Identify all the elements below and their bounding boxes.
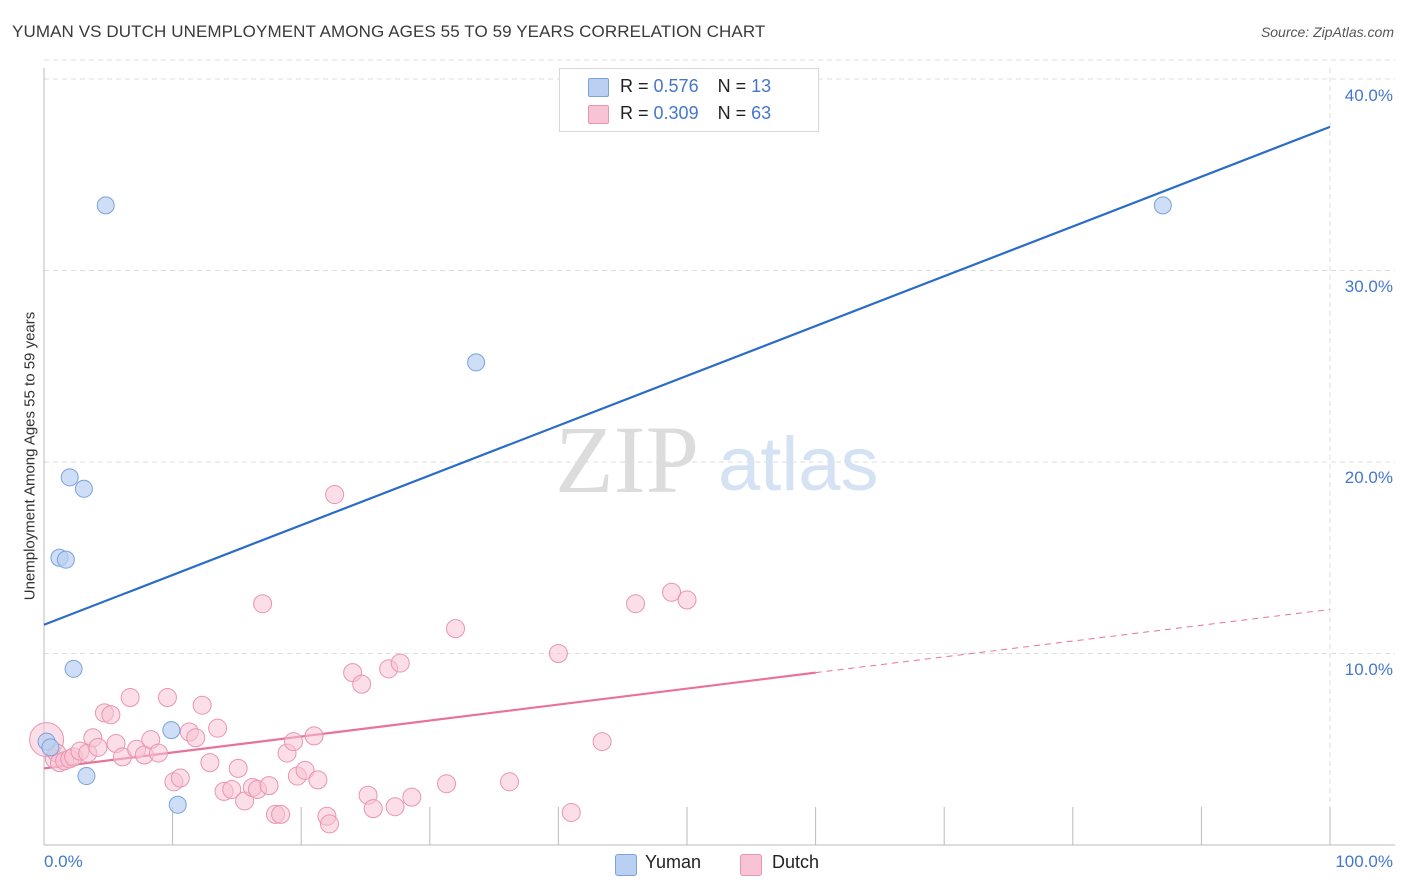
yuman-point <box>74 479 93 498</box>
r-value: 0.309 <box>653 103 699 123</box>
chart-title: YUMAN VS DUTCH UNEMPLOYMENT AMONG AGES 5… <box>12 22 766 41</box>
yuman-point <box>1153 196 1172 215</box>
dutch-point <box>186 728 206 748</box>
dutch-point <box>437 774 457 794</box>
x-tick-max-label: 100.0% <box>1335 852 1393 871</box>
source-label: Source: ZipAtlas.com <box>1260 24 1394 40</box>
y-tick-label: 20.0% <box>1344 468 1393 487</box>
dutch-point <box>148 743 168 763</box>
yuman-point <box>467 353 486 372</box>
dutch-point <box>548 644 568 663</box>
x-tick-min-label: 0.0% <box>44 852 83 871</box>
trend-layer <box>43 125 1331 770</box>
dutch-point <box>592 732 612 752</box>
y-tick-label: 40.0% <box>1344 86 1393 105</box>
yuman-point <box>162 721 181 740</box>
dutch-point <box>677 590 697 610</box>
dutch-point <box>363 799 383 819</box>
dutch-point <box>200 753 220 773</box>
dutch-point <box>228 758 248 778</box>
bottom-legend-dutch-swatch[interactable] <box>740 854 762 876</box>
dutch-trend-extension <box>815 608 1331 674</box>
n-label: N = <box>717 103 747 123</box>
yuman-trend-line <box>43 125 1331 626</box>
r-label: R = <box>620 103 649 123</box>
n-label: N = <box>717 76 747 96</box>
dutch-point <box>402 787 422 807</box>
y-tick-label: 30.0% <box>1344 277 1393 296</box>
y-tick-label: 10.0% <box>1344 660 1393 679</box>
watermark-zip: ZIP <box>555 406 699 513</box>
grid-layer <box>44 59 1395 845</box>
dutch-point <box>295 760 315 780</box>
legend-row-yuman: R = 0.576 N = 13 <box>620 76 771 100</box>
dutch-point <box>385 797 405 817</box>
dutch-point <box>208 718 228 738</box>
dutch-point <box>170 768 190 788</box>
axis-layer <box>43 68 1395 846</box>
watermark-atlas: atlas <box>718 422 879 507</box>
dutch-point <box>390 653 410 673</box>
bottom-legend-yuman[interactable]: Yuman <box>645 852 702 872</box>
yuman-point <box>64 659 83 678</box>
n-value: 13 <box>751 76 772 96</box>
yuman-swatch <box>588 78 609 97</box>
dutch-point <box>120 688 140 708</box>
dutch-trend-line <box>43 671 816 770</box>
bottom-legend-dutch[interactable]: Dutch <box>772 852 820 872</box>
dutch-point <box>304 726 324 746</box>
dutch-point <box>319 814 339 834</box>
dutch-point <box>271 804 291 824</box>
yuman-point <box>41 738 60 757</box>
r-value: 0.576 <box>653 76 699 96</box>
dutch-point <box>500 772 520 792</box>
dutch-point <box>352 674 372 694</box>
correlation-legend: R = 0.576 N = 13 R = 0.309 N = 63 <box>559 68 819 132</box>
dutch-point <box>626 594 646 614</box>
dutch-point <box>253 594 273 614</box>
dutch-point <box>192 695 212 715</box>
yuman-point <box>77 767 96 786</box>
yuman-point <box>60 468 79 487</box>
dutch-point <box>157 688 177 708</box>
bottom-legend-yuman-swatch[interactable] <box>615 854 637 876</box>
legend-row-dutch: R = 0.309 N = 63 <box>620 103 771 127</box>
dutch-point <box>308 770 328 790</box>
dutch-point <box>222 779 242 799</box>
n-value: 63 <box>751 103 772 123</box>
r-label: R = <box>620 76 649 96</box>
yuman-point <box>56 550 75 569</box>
yuman-point <box>168 795 187 814</box>
dutch-point <box>101 705 121 725</box>
dutch-point <box>283 732 303 752</box>
yuman-points <box>37 196 1172 814</box>
dutch-swatch <box>588 105 609 124</box>
yuman-point <box>96 196 115 215</box>
dutch-point <box>446 619 466 639</box>
y-axis-label: Unemployment Among Ages 55 to 59 years <box>21 311 39 601</box>
dutch-point <box>325 485 345 505</box>
dutch-point <box>259 776 279 796</box>
dutch-point <box>662 582 682 602</box>
watermark: ZIP atlas <box>555 406 879 513</box>
dutch-points <box>29 485 697 834</box>
dutch-point <box>88 737 108 757</box>
dutch-point <box>561 802 581 822</box>
